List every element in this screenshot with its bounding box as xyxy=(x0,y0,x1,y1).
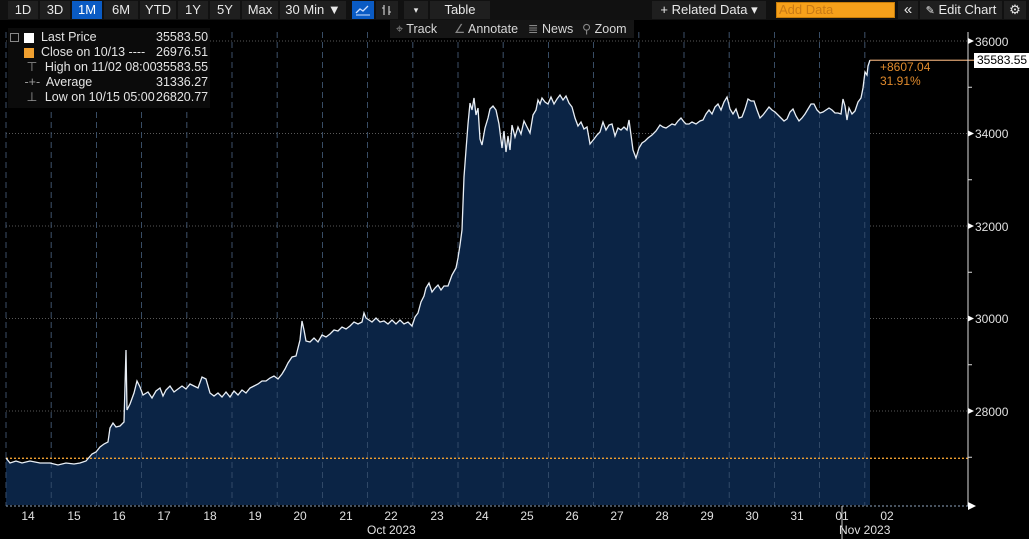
track-button[interactable]: ⌖ Track xyxy=(396,20,437,38)
change-absolute: +8607.04 xyxy=(880,60,931,74)
x-tick: 17 xyxy=(157,509,171,523)
crosshair-icon: ⌖ xyxy=(396,22,404,36)
legend-label: Average xyxy=(45,75,93,89)
y-tick-36000: 36000 xyxy=(975,35,1009,49)
y-tick-28000: 28000 xyxy=(975,405,1009,419)
news-icon: ≣ xyxy=(528,22,539,36)
white-square-icon xyxy=(24,32,35,43)
magnifier-icon: ⚲ xyxy=(582,22,592,36)
last-price-tag: 35583.55 xyxy=(974,53,1029,68)
x-month-nov: Nov 2023 xyxy=(839,523,891,537)
range-6m-button[interactable]: 6M xyxy=(104,1,138,19)
add-data-input[interactable]: Add Data xyxy=(776,2,895,18)
x-tick: 24 xyxy=(475,509,489,523)
x-tick: 27 xyxy=(610,509,624,523)
high-marker-icon: ⊤ xyxy=(26,60,38,74)
annotate-label: Annotate xyxy=(468,22,519,36)
legend-label: Last Price xyxy=(40,30,97,44)
x-tick: 18 xyxy=(203,509,217,523)
x-tick: 16 xyxy=(112,509,126,523)
legend-value: 31336.27 xyxy=(156,75,209,89)
change-percent: 31.91% xyxy=(880,74,921,88)
collapse-icon[interactable]: « xyxy=(898,1,918,19)
x-tick: 30 xyxy=(745,509,759,523)
ohlc-bars-icon xyxy=(382,5,391,15)
edit-chart-button[interactable]: ✎ Edit Chart xyxy=(920,1,1002,19)
table-button[interactable]: Table xyxy=(430,1,490,19)
zoom-button[interactable]: ⚲ Zoom xyxy=(582,20,627,38)
x-tick: 15 xyxy=(67,509,81,523)
average-marker-icon: -+- xyxy=(24,75,41,89)
chart-type-dropdown[interactable]: ▾ xyxy=(404,1,428,19)
annotate-pen-icon: ∠ xyxy=(454,22,466,36)
chart-legend: Last Price 35583.50 Close on 10/13 ---- … xyxy=(8,28,210,108)
x-tick: 25 xyxy=(520,509,534,523)
y-tick-34000: 34000 xyxy=(975,127,1009,141)
collapse-box-icon[interactable] xyxy=(10,33,19,43)
chart-tools-bar: ⌖ Track ∠ Annotate ≣ News ⚲ Zoom xyxy=(390,20,634,38)
settings-gear-icon[interactable]: ⚙ xyxy=(1004,1,1026,19)
edit-chart-label: Edit Chart xyxy=(938,2,997,17)
range-5y-button[interactable]: 5Y xyxy=(210,1,240,19)
related-data-button[interactable]: + Related Data ▾ xyxy=(652,1,766,19)
news-label: News xyxy=(541,22,574,36)
range-max-button[interactable]: Max xyxy=(242,1,278,19)
track-label: Track xyxy=(406,22,438,36)
y-axis-ticks xyxy=(968,38,974,458)
legend-label: Low on 10/15 05:00 xyxy=(44,90,155,104)
legend-label: Close on 10/13 ---- xyxy=(40,45,146,59)
x-tick: 22 xyxy=(384,509,398,523)
y-tick-30000: 30000 xyxy=(975,312,1009,326)
legend-value: 35583.50 xyxy=(156,30,209,44)
legend-value: 26976.51 xyxy=(156,45,209,59)
line-chart-icon xyxy=(355,5,370,16)
range-ytd-button[interactable]: YTD xyxy=(140,1,176,19)
vertical-gridlines-over-area xyxy=(5,32,866,506)
low-marker-icon: ⊥ xyxy=(26,90,38,104)
pencil-icon: ✎ xyxy=(925,5,935,17)
x-tick: 31 xyxy=(790,509,804,523)
line-chart-type-button[interactable] xyxy=(352,1,374,19)
legend-row-low[interactable]: ⊥ Low on 10/15 05:00 26820.77 xyxy=(8,90,208,105)
x-tick: 20 xyxy=(293,509,307,523)
annotate-button[interactable]: ∠ Annotate xyxy=(454,20,518,38)
range-3d-button[interactable]: 3D xyxy=(40,1,70,19)
x-tick: 01 xyxy=(835,509,849,523)
legend-value: 35583.55 xyxy=(156,60,209,74)
x-tick: 28 xyxy=(655,509,669,523)
x-tick: 29 xyxy=(700,509,714,523)
x-tick: 26 xyxy=(565,509,579,523)
x-month-oct: Oct 2023 xyxy=(367,523,416,537)
x-tick: 23 xyxy=(430,509,444,523)
news-button[interactable]: ≣ News xyxy=(528,20,573,38)
x-tick: 19 xyxy=(248,509,262,523)
x-tick: 02 xyxy=(880,509,894,523)
legend-value: 26820.77 xyxy=(156,90,209,104)
orange-square-icon xyxy=(24,47,35,58)
zoom-label: Zoom xyxy=(594,22,627,36)
price-line xyxy=(5,59,871,466)
legend-row-high[interactable]: ⊤ High on 11/02 08:00 35583.55 xyxy=(8,60,208,75)
legend-row-last-price[interactable]: Last Price 35583.50 xyxy=(8,30,208,45)
interval-dropdown[interactable]: 30 Min ▼ xyxy=(280,1,346,19)
range-1d-button[interactable]: 1D xyxy=(8,1,38,19)
y-tick-32000: 32000 xyxy=(975,220,1009,234)
chart-toolbar: 1D 3D 1M 6M YTD 1Y 5Y Max 30 Min ▼ ▾ Tab… xyxy=(0,0,1029,20)
bar-chart-type-button[interactable] xyxy=(376,1,398,19)
legend-row-average[interactable]: -+- Average 31336.27 xyxy=(8,75,208,90)
range-1m-button[interactable]: 1M xyxy=(72,1,102,19)
range-1y-button[interactable]: 1Y xyxy=(178,1,208,19)
x-tick: 14 xyxy=(21,509,35,523)
x-tick: 21 xyxy=(339,509,353,523)
price-area-fill xyxy=(6,60,870,505)
legend-label: High on 11/02 08:00 xyxy=(44,60,157,74)
legend-row-close[interactable]: Close on 10/13 ---- 26976.51 xyxy=(8,45,208,60)
